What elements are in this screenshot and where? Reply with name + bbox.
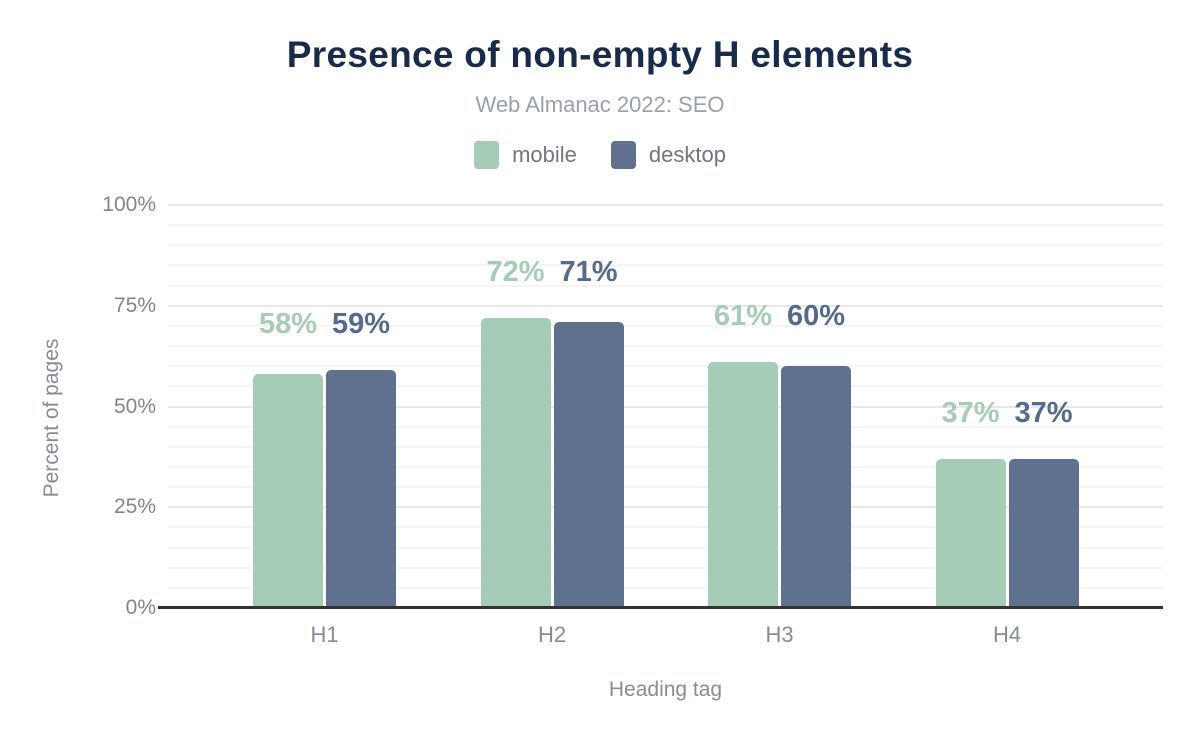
bar-mobile-h1[interactable]: [253, 374, 323, 608]
y-tick-50: 50%: [113, 394, 156, 418]
legend-label-desktop: desktop: [648, 142, 726, 167]
value-label-desktop-h4: 37%: [1014, 396, 1073, 429]
value-label-mobile-h2: 72%: [486, 255, 545, 288]
y-tick-75: 75%: [113, 293, 156, 317]
x-tick-h3: H3: [765, 622, 794, 647]
minor-gridline-70: [168, 324, 1163, 327]
minor-gridline-30: [168, 486, 1163, 489]
major-gridline-25: [168, 506, 1163, 509]
major-gridline-75: [168, 304, 1163, 307]
bar-desktop-h3[interactable]: [781, 366, 851, 608]
legend-swatch-mobile[interactable]: [474, 141, 500, 169]
minor-gridline-15: [168, 546, 1163, 549]
value-label-desktop-h2: 71%: [559, 255, 618, 288]
plot-area: 58% 59% 72% 71% 61% 60% 37% 37%: [158, 204, 1163, 609]
x-axis-line: [158, 606, 1163, 609]
minor-gridline-20: [168, 526, 1163, 529]
x-axis-ticks: H1 H2 H3 H4: [168, 622, 1163, 652]
x-axis-title: Heading tag: [608, 678, 723, 701]
y-tick-0: 0%: [125, 596, 156, 619]
minor-gridline-95: [168, 224, 1163, 227]
value-label-mobile-h4: 37%: [941, 396, 1000, 429]
minor-gridline-35: [168, 465, 1163, 468]
minor-gridline-85: [168, 264, 1163, 267]
minor-gridline-40: [168, 445, 1163, 448]
x-tick-h1: H1: [310, 622, 339, 647]
y-tick-100: 100%: [102, 193, 156, 216]
value-label-mobile-h1: 58%: [258, 308, 318, 341]
bar-mobile-h4[interactable]: [935, 458, 1006, 608]
minor-gridline-90: [168, 244, 1163, 247]
y-axis-ticks: 0% 25% 50% 75% 100%: [0, 193, 156, 619]
major-gridline-100: [168, 204, 1163, 206]
value-labels-h1: 58% 59%: [253, 310, 396, 339]
value-labels-h3: 61% 60%: [708, 302, 851, 331]
minor-gridline-65: [168, 345, 1163, 348]
bar-desktop-h4[interactable]: [1008, 458, 1079, 608]
minor-gridline-5: [168, 586, 1163, 589]
x-tick-h4: H4: [992, 622, 1022, 647]
value-label-desktop-h3: 60%: [786, 300, 846, 333]
minor-gridline-60: [168, 365, 1163, 368]
bar-desktop-h1[interactable]: [326, 370, 396, 608]
y-tick-25: 25%: [113, 495, 156, 519]
minor-gridline-45: [168, 425, 1163, 428]
chart-title: Presence of non-empty H elements: [286, 34, 914, 75]
minor-gridline-55: [168, 385, 1163, 388]
major-gridline-50: [168, 405, 1163, 408]
value-label-mobile-h3: 61%: [713, 300, 773, 333]
bar-mobile-h3[interactable]: [708, 362, 778, 608]
value-label-desktop-h1: 59%: [331, 308, 391, 341]
bar-mobile-h2[interactable]: [480, 317, 551, 608]
value-labels-h4: 37% 37%: [936, 396, 1079, 429]
legend-label-mobile: mobile: [512, 142, 577, 167]
legend-swatch-desktop[interactable]: [610, 141, 636, 169]
legend-item-mobile[interactable]: mobile: [474, 141, 577, 169]
minor-gridline-80: [168, 284, 1163, 287]
minor-gridline-10: [168, 566, 1163, 569]
x-tick-h2: H2: [537, 622, 567, 647]
legend-item-desktop[interactable]: desktop: [610, 141, 726, 169]
legend: mobile desktop: [0, 141, 1200, 169]
chart-subtitle: Web Almanac 2022: SEO: [475, 92, 725, 117]
bar-desktop-h2[interactable]: [553, 321, 624, 608]
value-labels-h2: 72% 71%: [481, 255, 624, 288]
